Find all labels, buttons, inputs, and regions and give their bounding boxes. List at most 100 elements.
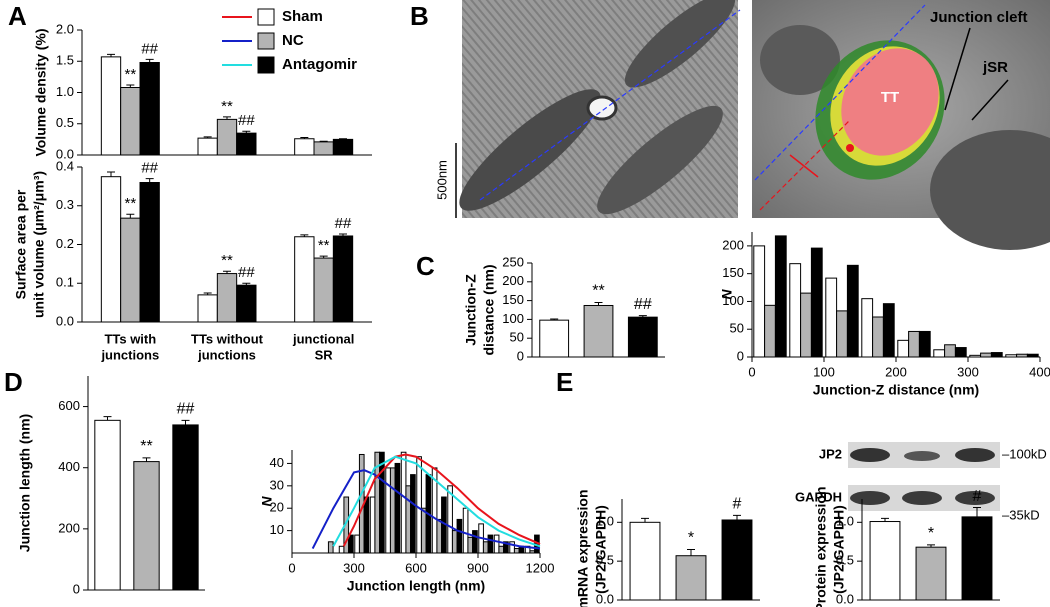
y-axis-label: (JP2/GAPDH)	[593, 505, 609, 594]
error-bar	[145, 58, 154, 63]
y-axis-label: Volume density (%)	[33, 28, 49, 156]
em-label: jSR	[982, 59, 1008, 76]
bar	[721, 519, 753, 601]
error-bar	[223, 270, 231, 274]
histogram-bar	[846, 264, 859, 358]
panel-label: A	[8, 1, 27, 31]
fit-curve	[332, 455, 541, 548]
histogram-bar	[447, 485, 453, 554]
significance-label: **	[140, 438, 152, 455]
y-tick-label: 0.2	[56, 236, 74, 251]
histogram-bar	[363, 496, 370, 554]
error-bar	[181, 419, 190, 425]
error-bar	[103, 416, 112, 421]
y-tick-label: 50	[730, 321, 744, 336]
histogram-bar	[861, 298, 874, 358]
histogram-bar	[513, 548, 520, 554]
bar	[216, 118, 238, 156]
error-bar	[107, 53, 115, 57]
bar	[675, 555, 707, 601]
y-axis-label: mRNA expression	[575, 489, 591, 607]
histogram-bar	[918, 330, 931, 358]
y-axis-label: Surface area per	[13, 189, 29, 299]
error-bar	[687, 549, 695, 556]
significance-label: *	[688, 530, 694, 547]
panel-label: C	[416, 251, 435, 281]
error-bar	[107, 171, 115, 177]
bar	[197, 137, 218, 156]
bar	[627, 316, 658, 358]
x-tick-label: TTs without	[191, 331, 264, 346]
x-tick-label: 300	[343, 560, 365, 575]
histogram-bar	[872, 316, 884, 358]
histogram-bar	[327, 541, 334, 554]
bar	[583, 304, 614, 358]
bar	[216, 273, 238, 323]
histogram-bar	[379, 451, 385, 554]
histogram-bar	[908, 330, 920, 358]
y-axis-label: Junction-Z	[463, 274, 479, 346]
error-bar	[927, 544, 935, 548]
x-tick-label: junctional	[292, 331, 354, 346]
error-bar	[881, 517, 889, 522]
y-tick-label: 150	[722, 265, 744, 280]
y-tick-label: 200	[722, 237, 744, 252]
bar	[120, 87, 141, 156]
bar	[313, 257, 334, 323]
y-tick-label: 0.0	[836, 591, 854, 606]
error-bar	[126, 84, 135, 88]
error-bar	[550, 318, 559, 321]
bar	[94, 419, 121, 591]
histogram-bar	[338, 545, 345, 554]
histogram-bar	[954, 347, 967, 358]
significance-label: **	[592, 283, 604, 300]
histogram-bar	[503, 541, 509, 554]
y-tick-label: 0.0	[596, 591, 614, 606]
y-tick-label: 250	[502, 254, 524, 269]
bar	[100, 176, 122, 323]
bar	[313, 141, 334, 156]
fit-curve	[342, 453, 541, 547]
blot-marker: –35kD	[1002, 507, 1040, 522]
histogram-bar	[487, 534, 494, 554]
blot-label: JP2	[819, 446, 842, 461]
error-bar	[319, 255, 328, 259]
significance-label: ##	[141, 160, 158, 177]
error-bar	[242, 282, 251, 286]
significance-label: ##	[141, 40, 158, 57]
western-blot: JP2 GAPDH –100kD –35kD	[795, 442, 1047, 522]
histogram-bar	[389, 467, 396, 554]
bar	[100, 56, 122, 156]
significance-label: ##	[238, 112, 255, 129]
y-tick-label: 0.0	[56, 146, 74, 161]
scale-bar-label: 500nm	[434, 160, 449, 200]
histogram-bar	[467, 536, 474, 554]
em-image-left: 500nm	[434, 0, 741, 218]
significance-label: **	[221, 98, 233, 115]
y-tick-label: 0.5	[56, 115, 74, 130]
bar	[869, 521, 901, 601]
histogram-bar	[482, 541, 489, 554]
y-axis-label: N	[259, 496, 275, 507]
y-tick-label: 400	[58, 459, 80, 474]
histogram-bar	[400, 451, 407, 554]
y-tick-label: 1.0	[56, 84, 74, 99]
significance-label: **	[318, 237, 330, 254]
histogram-bar	[420, 507, 427, 554]
x-tick-label: 400	[1029, 364, 1050, 379]
error-bar	[973, 507, 981, 517]
y-tick-label: 30	[270, 477, 284, 492]
y-tick-label: 0.5	[596, 553, 614, 568]
legend-label: Sham	[282, 8, 323, 25]
histogram-bar	[410, 474, 416, 554]
error-bar	[733, 514, 741, 520]
x-tick-label: 1200	[526, 560, 555, 575]
y-tick-label: 100	[722, 293, 744, 308]
histogram-bar	[836, 310, 848, 358]
em-image-right: TT Junction cleft jSR	[752, 0, 1050, 250]
bar	[294, 236, 315, 323]
x-axis-label: Junction-Z distance (nm)	[813, 382, 979, 398]
histogram-bar	[933, 349, 946, 358]
legend-swatch	[257, 56, 275, 74]
histogram-bar	[472, 530, 478, 554]
